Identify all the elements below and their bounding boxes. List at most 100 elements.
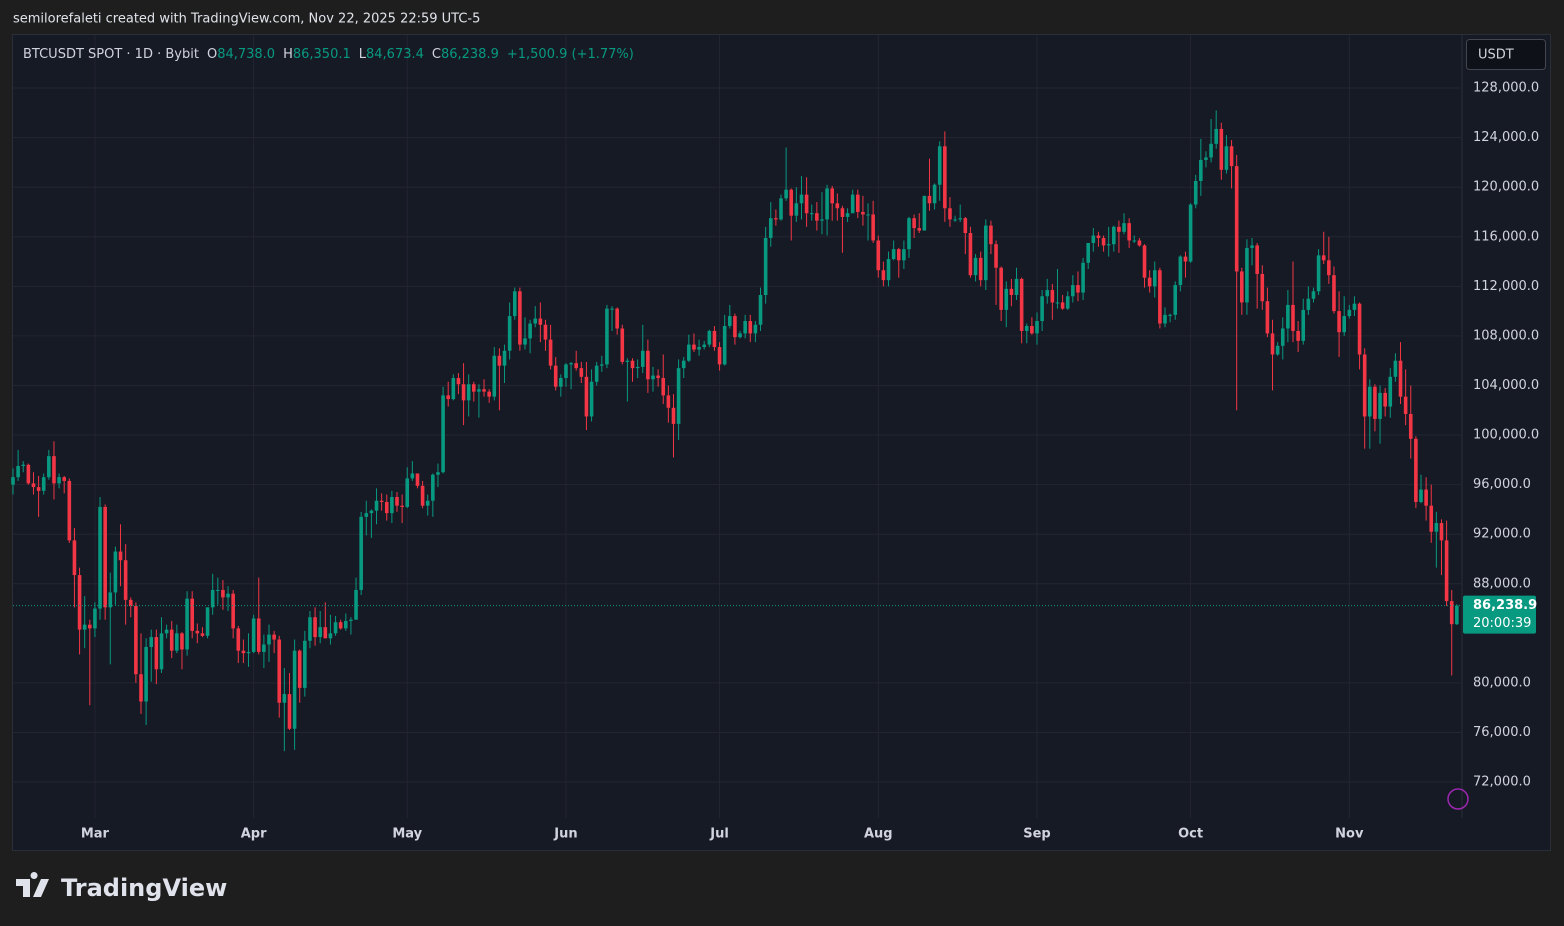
candle-body <box>635 366 640 369</box>
candle-body <box>1183 256 1188 262</box>
y-tick-label: 112,000.0 <box>1473 279 1539 294</box>
header: semilorefaleti created with TradingView.… <box>13 12 480 27</box>
candle-body <box>256 618 261 652</box>
candle-body <box>1152 270 1157 287</box>
candle-body <box>661 378 666 396</box>
candle-body <box>763 238 768 296</box>
candle-body <box>912 218 916 229</box>
y-tick-label: 96,000.0 <box>1473 477 1531 492</box>
candle-body <box>1321 255 1326 261</box>
candle-body <box>344 620 348 629</box>
candle-body <box>123 560 128 600</box>
candle-body <box>1055 302 1060 304</box>
y-tick-label: 120,000.0 <box>1473 180 1539 195</box>
candle-body <box>88 624 92 629</box>
candle-body <box>262 644 266 652</box>
candle-body <box>251 618 256 652</box>
candle-body <box>236 628 241 651</box>
candle-body <box>594 365 599 382</box>
candle-body <box>482 389 486 392</box>
candle-body <box>1209 143 1213 158</box>
x-tick-label: Mar <box>81 827 110 842</box>
candle-body <box>11 477 15 485</box>
candle-body <box>292 650 297 729</box>
currency-button[interactable] <box>1466 39 1546 70</box>
candle-body <box>512 291 517 317</box>
candle-body <box>743 321 747 334</box>
legend: BTCUSDT SPOT · 1D · Bybit O84,738.0 H86,35… <box>23 47 634 62</box>
candle-body <box>1204 157 1208 160</box>
candle-body <box>758 295 763 325</box>
candle-body <box>1449 601 1454 625</box>
x-tick-label: Jun <box>553 827 577 842</box>
candle-body <box>477 389 481 392</box>
x-tick-label: Sep <box>1023 827 1051 842</box>
candle-body <box>118 551 123 561</box>
candle-body <box>456 378 461 385</box>
candle-body <box>1234 166 1239 272</box>
footer-brand: TradingView <box>61 874 227 902</box>
candle-body <box>948 208 952 220</box>
candle-body <box>968 233 973 276</box>
candle-body <box>523 338 527 345</box>
candle-body <box>850 194 855 214</box>
candle-body <box>1086 242 1090 263</box>
x-tick-label: Apr <box>241 827 267 842</box>
candle-body <box>1096 235 1101 238</box>
candle-body <box>98 506 102 609</box>
candle-body <box>1024 325 1029 331</box>
candle-body <box>221 589 225 598</box>
candle-body <box>1439 523 1444 541</box>
candle-body <box>1332 275 1336 312</box>
candle-body <box>1142 245 1147 278</box>
event-icon[interactable] <box>1447 788 1469 810</box>
candle-body <box>1347 309 1352 317</box>
candle-body <box>1296 330 1300 341</box>
candle-body <box>1214 128 1218 144</box>
candle-body <box>907 218 911 250</box>
candle-body <box>825 188 829 220</box>
candle-body <box>1168 314 1172 316</box>
candle-body <box>697 347 701 350</box>
candle-body <box>881 270 886 281</box>
candle-body <box>687 344 691 361</box>
candle-body <box>303 640 307 688</box>
candle-body <box>1076 285 1080 293</box>
candle-body <box>702 344 706 348</box>
candle-body <box>589 381 594 417</box>
candle-body <box>400 505 404 507</box>
candle-body <box>390 497 394 514</box>
candle-body <box>93 608 97 629</box>
candle-body <box>896 249 901 261</box>
candle-body <box>451 378 456 400</box>
candle-body <box>1229 146 1234 167</box>
candle-body <box>1403 396 1408 414</box>
candle-body <box>1245 247 1249 303</box>
x-tick-label: Nov <box>1335 827 1364 842</box>
candle-body <box>395 497 399 506</box>
tradingview-logo: TradingView <box>16 872 227 902</box>
candle-body <box>1030 325 1034 334</box>
candle-body <box>1065 296 1070 309</box>
candle-body <box>52 456 56 484</box>
candle-body <box>1219 128 1224 170</box>
candle-body <box>845 213 850 217</box>
candle-body <box>77 575 82 630</box>
plot: 72,000.0 76,000.0 80,000.0 88,000.0 92,000.0… <box>11 35 1539 842</box>
candle-body <box>1408 413 1413 439</box>
candle-body <box>26 464 31 484</box>
x-tick-label: May <box>392 827 422 842</box>
candle-body <box>1301 309 1306 341</box>
candle-body <box>1019 278 1024 331</box>
candle-body <box>364 513 369 517</box>
candle-body <box>856 194 860 212</box>
candle-body <box>1250 245 1254 248</box>
candle-body <box>379 500 384 502</box>
candle-body <box>1101 238 1106 246</box>
candle-body <box>671 407 676 424</box>
y-tick-label: 92,000.0 <box>1473 527 1531 542</box>
candle-body <box>835 203 840 209</box>
candle-body <box>374 500 379 511</box>
candle-body <box>927 195 932 204</box>
candle-body <box>533 318 538 324</box>
